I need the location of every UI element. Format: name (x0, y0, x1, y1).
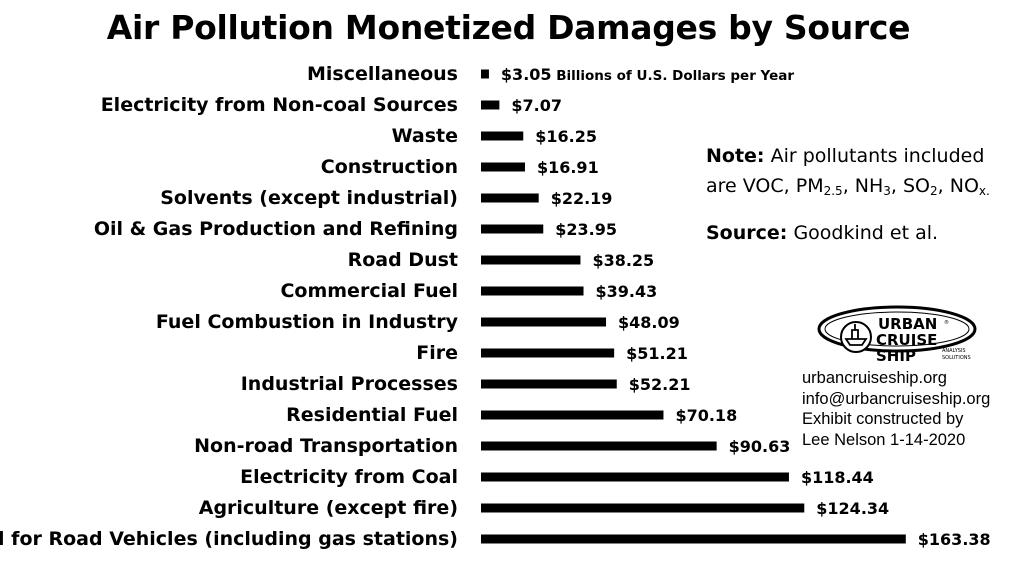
value-label: $124.34 (816, 499, 889, 518)
value-label: $38.25 (592, 251, 654, 270)
chart-title: Air Pollution Monetized Damages by Sourc… (106, 8, 911, 47)
value-label: $3.05 Billions of U.S. Dollars per Year (501, 65, 794, 84)
logo-line-ship: SHIP (876, 347, 916, 364)
category-label: Electricity from Coal (240, 466, 458, 488)
credits-email: info@urbancruiseship.org (802, 389, 991, 408)
category-label: Fuel for Road Vehicles (including gas st… (0, 528, 458, 550)
value-label: $70.18 (675, 406, 737, 425)
category-label: Oil & Gas Production and Refining (94, 218, 458, 240)
value-label-amount: $163.38 (918, 530, 991, 549)
bar (481, 224, 544, 234)
value-label-amount: $70.18 (675, 406, 737, 425)
value-label-amount: $51.21 (626, 344, 688, 363)
value-label-amount: $39.43 (596, 282, 658, 301)
category-label: Road Dust (348, 249, 458, 271)
bar (481, 441, 717, 451)
bar (481, 348, 615, 358)
bar (481, 472, 789, 482)
category-label: Fire (416, 342, 458, 364)
logo-line-cruise: CRUISE (876, 331, 937, 349)
category-label: Industrial Processes (241, 373, 458, 395)
note-sep-no: , NO (937, 175, 979, 197)
bar (481, 100, 500, 110)
value-label-amount: $22.19 (551, 189, 613, 208)
credits-website: urbancruiseship.org (802, 369, 947, 387)
logo-tag-solutions: SOLUTIONS (942, 355, 971, 361)
urban-cruise-ship-logo: URBAN CRUISE SHIP ANALYSIS SOLUTIONS ® (817, 305, 977, 364)
note-text: Air pollutants included are VOC, PM (706, 145, 985, 197)
value-label: $118.44 (801, 468, 874, 487)
value-label: $163.38 (918, 530, 991, 549)
note-block: Note: Air pollutants included are VOC, P… (706, 141, 1016, 201)
category-label: Fuel Combustion in Industry (156, 311, 459, 333)
source-text: Goodkind et al. (793, 222, 939, 244)
unit-annotation: Billions of U.S. Dollars per Year (552, 68, 795, 84)
category-label: Construction (321, 156, 458, 178)
logo-ellipse (817, 305, 977, 353)
value-label: $16.91 (537, 158, 599, 177)
value-label-amount: $124.34 (816, 499, 889, 518)
logo-globe (840, 321, 872, 353)
value-label: $48.09 (618, 313, 680, 332)
value-label: $51.21 (626, 344, 688, 363)
note-sep-so: , SO (890, 175, 931, 197)
category-label: Residential Fuel (286, 404, 458, 426)
bar (481, 69, 489, 79)
logo-tag-analysis: ANALYSIS (942, 348, 966, 354)
category-label: Waste (392, 125, 458, 147)
value-label-amount: $23.95 (555, 220, 617, 239)
value-label-amount: $118.44 (801, 468, 874, 487)
logo-line-urban: URBAN (878, 315, 937, 333)
value-label-amount: $52.21 (629, 375, 691, 394)
bar (481, 317, 607, 327)
value-label: $16.25 (535, 127, 597, 146)
logo-ellipse-inner (824, 311, 970, 347)
credits-block: urbancruiseship.org info@urbancruiseship… (802, 368, 990, 450)
value-label-amount: $3.05 (501, 65, 552, 84)
category-label: Miscellaneous (307, 63, 458, 85)
logo-registered-mark: ® (944, 319, 949, 326)
bar (481, 255, 581, 265)
value-label: $23.95 (555, 220, 617, 239)
so-subscript: 2 (930, 184, 938, 198)
bar (481, 193, 539, 203)
bar (481, 410, 664, 420)
value-label: $22.19 (551, 189, 613, 208)
value-label-amount: $16.25 (535, 127, 597, 146)
category-label: Commercial Fuel (280, 280, 458, 302)
value-label-amount: $48.09 (618, 313, 680, 332)
source-block: Source: Goodkind et al. (706, 218, 938, 248)
category-label: Electricity from Non-coal Sources (101, 94, 458, 116)
note-label: Note: (706, 145, 765, 167)
value-label-amount: $38.25 (592, 251, 654, 270)
credits-constructed-by: Exhibit constructed by (802, 410, 964, 428)
bar (481, 503, 805, 513)
bar (481, 379, 617, 389)
category-label: Solvents (except industrial) (160, 187, 458, 209)
value-label: $90.63 (729, 437, 791, 456)
note-sep-nh: , NH (842, 175, 884, 197)
value-label-amount: $90.63 (729, 437, 791, 456)
credits-author-date: Lee Nelson 1-14-2020 (802, 430, 966, 449)
value-label-amount: $7.07 (511, 96, 562, 115)
value-label: $39.43 (596, 282, 658, 301)
category-label: Agriculture (except fire) (199, 497, 458, 519)
value-label: $7.07 (511, 96, 562, 115)
bar (481, 162, 525, 172)
value-label: $52.21 (629, 375, 691, 394)
category-label: Non-road Transportation (194, 435, 458, 457)
value-label-amount: $16.91 (537, 158, 599, 177)
source-label: Source: (706, 222, 788, 244)
pm-subscript: 2.5 (823, 184, 843, 198)
nh-subscript: 3 (883, 184, 891, 198)
no-subscript: x. (978, 184, 990, 198)
bar (481, 286, 584, 296)
bar (481, 131, 524, 141)
bar (481, 534, 906, 544)
logo-ship-icon (844, 324, 868, 346)
